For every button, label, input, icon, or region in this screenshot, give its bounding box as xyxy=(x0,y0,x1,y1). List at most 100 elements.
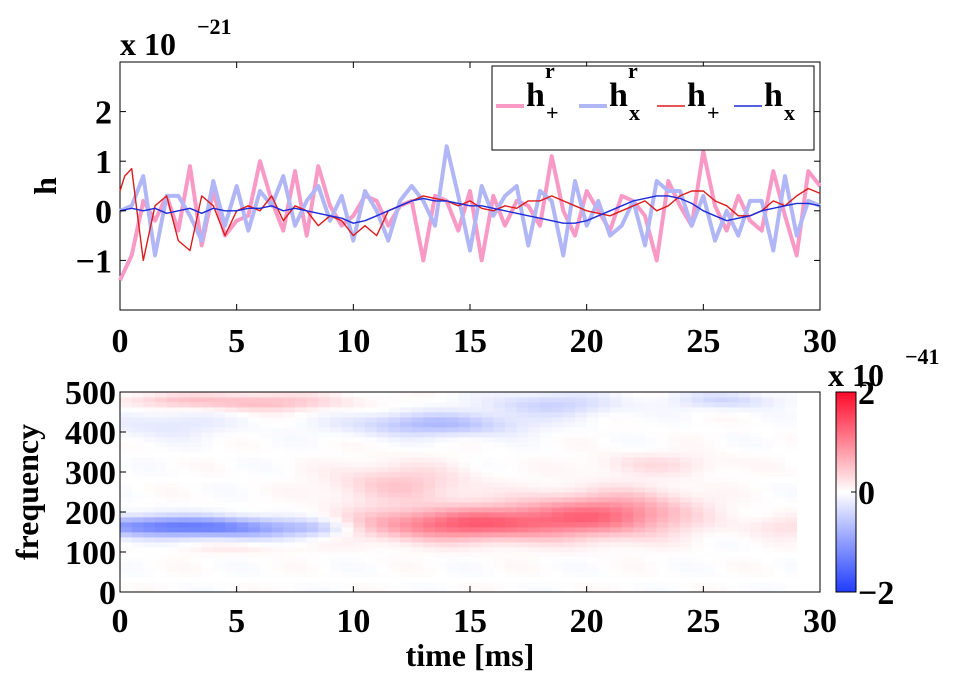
heatmap-cell xyxy=(143,492,156,498)
legend-label-sub: x xyxy=(784,100,795,125)
heatmap-cell xyxy=(236,417,249,423)
heatmap-cell xyxy=(166,427,179,433)
heatmap-cell xyxy=(516,452,529,458)
heatmap-cell xyxy=(551,447,564,453)
heatmap-cell xyxy=(341,407,354,413)
heatmap-cell xyxy=(575,392,588,398)
heatmap-cell xyxy=(691,407,704,413)
heatmap-cell xyxy=(248,447,261,453)
heatmap-cell xyxy=(330,502,343,508)
heatmap-cell xyxy=(656,552,669,558)
heatmap-cell xyxy=(633,467,646,473)
heatmap-cell xyxy=(411,457,424,463)
heatmap-cell xyxy=(400,532,413,538)
heatmap-cell xyxy=(178,557,191,563)
heatmap-cell xyxy=(656,412,669,418)
colorbar-tick-label: 2 xyxy=(858,375,875,412)
heatmap-cell xyxy=(400,542,413,548)
heatmap-cell xyxy=(353,422,366,428)
heatmap-cell xyxy=(516,432,529,438)
heatmap-cell xyxy=(260,557,273,563)
heatmap-cell xyxy=(668,577,681,583)
heatmap-cell xyxy=(365,567,378,573)
heatmap-cell xyxy=(411,532,424,538)
heatmap-cell xyxy=(761,392,774,398)
heatmap-cell xyxy=(481,417,494,423)
heatmap-cell xyxy=(446,437,459,443)
heatmap-cell xyxy=(458,412,471,418)
heatmap-cell xyxy=(610,587,623,593)
heatmap-cell xyxy=(318,397,331,403)
heatmap-cell xyxy=(726,462,739,468)
heatmap-cell xyxy=(166,477,179,483)
heatmap-cell xyxy=(598,567,611,573)
heatmap-cell xyxy=(633,497,646,503)
heatmap-cell xyxy=(271,552,284,558)
heatmap-cell xyxy=(528,557,541,563)
heatmap-cell xyxy=(785,397,798,403)
heatmap-cell xyxy=(178,397,191,403)
heatmap-cell xyxy=(656,497,669,503)
heatmap-cell xyxy=(738,507,751,513)
heatmap-cell xyxy=(563,512,576,518)
heatmap-cell xyxy=(120,517,133,523)
heatmap-cell xyxy=(551,502,564,508)
heatmap-cell xyxy=(598,392,611,398)
heatmap-cell xyxy=(295,542,308,548)
heatmap-cell xyxy=(248,407,261,413)
heatmap-cell xyxy=(481,432,494,438)
heatmap-cell xyxy=(271,472,284,478)
heatmap-cell xyxy=(621,452,634,458)
heatmap-cell xyxy=(201,407,214,413)
heatmap-cell xyxy=(318,487,331,493)
heatmap-cell xyxy=(271,557,284,563)
heatmap-cell xyxy=(680,562,693,568)
heatmap-cell xyxy=(516,512,529,518)
heatmap-cell xyxy=(295,492,308,498)
heatmap-cell xyxy=(621,557,634,563)
heatmap-cell xyxy=(703,472,716,478)
heatmap-cell xyxy=(283,567,296,573)
heatmap-cell xyxy=(201,522,214,528)
heatmap-cell xyxy=(400,557,413,563)
heatmap-cell xyxy=(423,482,436,488)
heatmap-cell xyxy=(540,577,553,583)
heatmap-cell xyxy=(540,542,553,548)
heatmap-cell xyxy=(446,552,459,558)
heatmap-cell xyxy=(481,497,494,503)
heatmap-cell xyxy=(750,472,763,478)
heatmap-cell xyxy=(155,502,168,508)
heatmap-cell xyxy=(563,567,576,573)
heatmap-cell xyxy=(551,442,564,448)
heatmap-cell xyxy=(715,582,728,588)
heatmap-cell xyxy=(365,577,378,583)
legend-label-sub: x xyxy=(629,100,640,125)
heatmap-cell xyxy=(738,582,751,588)
heatmap-cell xyxy=(225,497,238,503)
heatmap-cell xyxy=(143,452,156,458)
heatmap-cell xyxy=(761,522,774,528)
heatmap-cell xyxy=(773,447,786,453)
heatmap-cell xyxy=(435,492,448,498)
heatmap-cell xyxy=(120,407,133,413)
heatmap-cell xyxy=(610,552,623,558)
heatmap-cell xyxy=(411,537,424,543)
heatmap-cell xyxy=(750,537,763,543)
heatmap-cell xyxy=(225,397,238,403)
heatmap-cell xyxy=(131,442,144,448)
heatmap-cell xyxy=(575,512,588,518)
heatmap-cell xyxy=(365,417,378,423)
heatmap-cell xyxy=(201,532,214,538)
heatmap-cell xyxy=(715,467,728,473)
heatmap-cell xyxy=(645,452,658,458)
heatmap-cell xyxy=(330,457,343,463)
heatmap-cell xyxy=(353,522,366,528)
heatmap-cell xyxy=(493,502,506,508)
heatmap-cell xyxy=(645,427,658,433)
heatmap-cell xyxy=(563,507,576,513)
heatmap-cell xyxy=(283,427,296,433)
heatmap-cell xyxy=(528,407,541,413)
heatmap-cell xyxy=(610,557,623,563)
heatmap-cell xyxy=(493,562,506,568)
